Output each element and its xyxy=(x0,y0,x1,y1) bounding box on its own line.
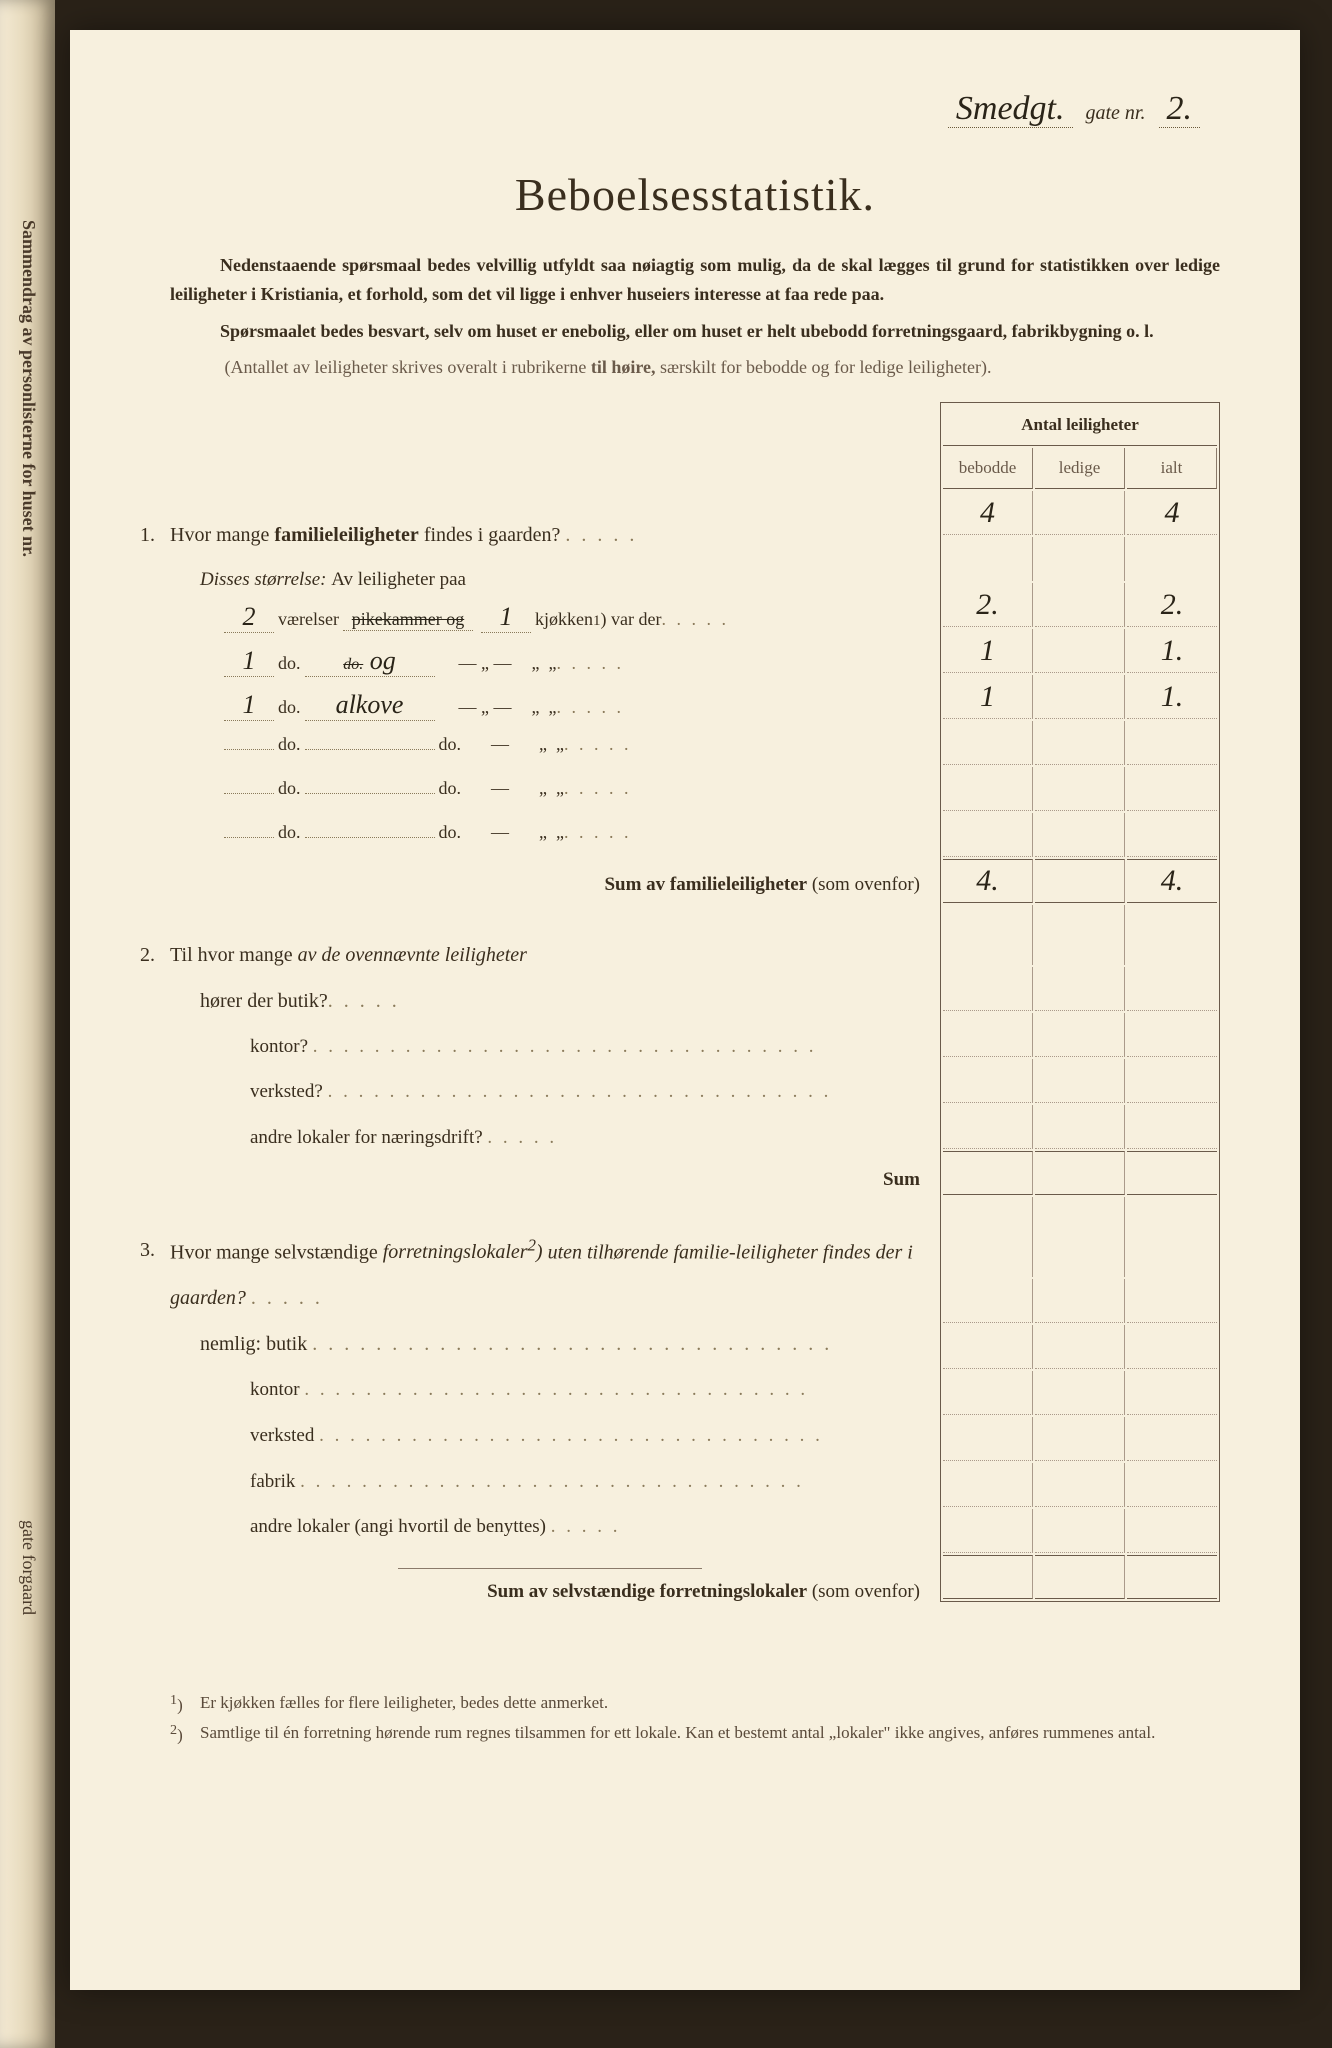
data-row-1: 44 xyxy=(943,491,1217,535)
q1-text: 1. Hvor mange familieleiligheter findes … xyxy=(170,512,930,558)
sum-1: Sum av familieleiligheter (som ovenfor) xyxy=(170,874,930,896)
q2-text: 2. Til hvor mange av de ovennævnte leili… xyxy=(170,932,930,978)
page-title: Beboelsesstatistik. xyxy=(170,168,1220,221)
data-row-3: 11. xyxy=(943,629,1217,673)
count-table: Antal leiligheter bebodde ledige ialt 44… xyxy=(940,402,1220,1639)
intro-paragraph-2: Spørsmaalet bedes besvart, selv om huset… xyxy=(170,317,1220,346)
col-ialt: ialt xyxy=(1127,448,1217,489)
q2-andre: andre lokaler for næringsdrift? xyxy=(250,1115,930,1161)
q3-butik: nemlig: butik xyxy=(200,1321,930,1367)
footnote-2: 2)Samtlige til én forretning hørende rum… xyxy=(170,1719,1220,1749)
room-row-1: 2 værelser pikekammer og 1 kjøkken1 ) va… xyxy=(220,602,930,646)
question-1: 1. Hvor mange familieleiligheter findes … xyxy=(170,512,930,896)
footnote-1: 1)Er kjøkken fælles for flere leilighete… xyxy=(170,1689,1220,1719)
divider xyxy=(398,1568,702,1569)
sum-2: Sum xyxy=(170,1169,930,1191)
q2-verksted: verksted? xyxy=(250,1069,930,1115)
gate-label: gate nr. xyxy=(1086,102,1146,124)
scan-wrapper: Sammendrag av personlisterne for huset n… xyxy=(0,0,1332,2048)
room-row-3: 1 do. alkove — „ — „ „ xyxy=(220,690,930,734)
main-content: 1. Hvor mange familieleiligheter findes … xyxy=(170,402,1220,1639)
address-header: Smedgt. gate nr. 2. xyxy=(170,90,1220,128)
q2-butik: hører der butik? xyxy=(200,978,930,1024)
intro-paragraph-1: Nedenstaaende spørsmaal bedes velvillig … xyxy=(170,251,1220,309)
footnotes: 1)Er kjøkken fælles for flere leilighete… xyxy=(170,1689,1220,1749)
q1-subtitle: Disses størrelse: Av leiligheter paa xyxy=(200,558,930,602)
spine-text-top: Sammendrag av personlisterne for huset n… xyxy=(18,220,39,557)
q3-kontor: kontor xyxy=(250,1367,930,1413)
book-spine: Sammendrag av personlisterne for huset n… xyxy=(0,0,55,2048)
room-row-2: 1 do. do. og — „ — „ „ xyxy=(220,646,930,690)
room-row-4: do. do. — „ „ xyxy=(220,734,930,778)
sum-3: Sum av selvstændige forretningslokaler (… xyxy=(170,1581,930,1603)
question-2: 2. Til hvor mange av de ovennævnte leili… xyxy=(170,932,930,1191)
room-row-6: do. do. — „ „ xyxy=(220,822,930,866)
table-header: Antal leiligheter xyxy=(943,405,1217,446)
data-row-4: 11. xyxy=(943,675,1217,719)
form-page: Smedgt. gate nr. 2. Beboelsesstatistik. … xyxy=(70,30,1300,1990)
intro-paragraph-3: (Antallet av leiligheter skrives overalt… xyxy=(170,353,1220,382)
q3-fabrik: fabrik xyxy=(250,1459,930,1505)
gate-number-handwritten: 2. xyxy=(1159,90,1201,128)
q3-andre: andre lokaler (angi hvortil de benyttes) xyxy=(250,1504,930,1550)
questions-column: 1. Hvor mange familieleiligheter findes … xyxy=(170,402,940,1639)
room-row-5: do. do. — „ „ xyxy=(220,778,930,822)
q2-kontor: kontor? xyxy=(250,1024,930,1070)
q3-verksted: verksted xyxy=(250,1413,930,1459)
q3-text: 3. Hvor mange selvstændige forretningslo… xyxy=(170,1227,930,1322)
sum-row-1: 4.4. xyxy=(943,859,1217,903)
question-3: 3. Hvor mange selvstændige forretningslo… xyxy=(170,1227,930,1603)
street-name-handwritten: Smedgt. xyxy=(948,90,1073,128)
data-row-2: 2.2. xyxy=(943,583,1217,627)
col-ledige: ledige xyxy=(1035,448,1125,489)
col-bebodde: bebodde xyxy=(943,448,1033,489)
spine-text-bottom: gate forgaard xyxy=(18,1520,39,1615)
